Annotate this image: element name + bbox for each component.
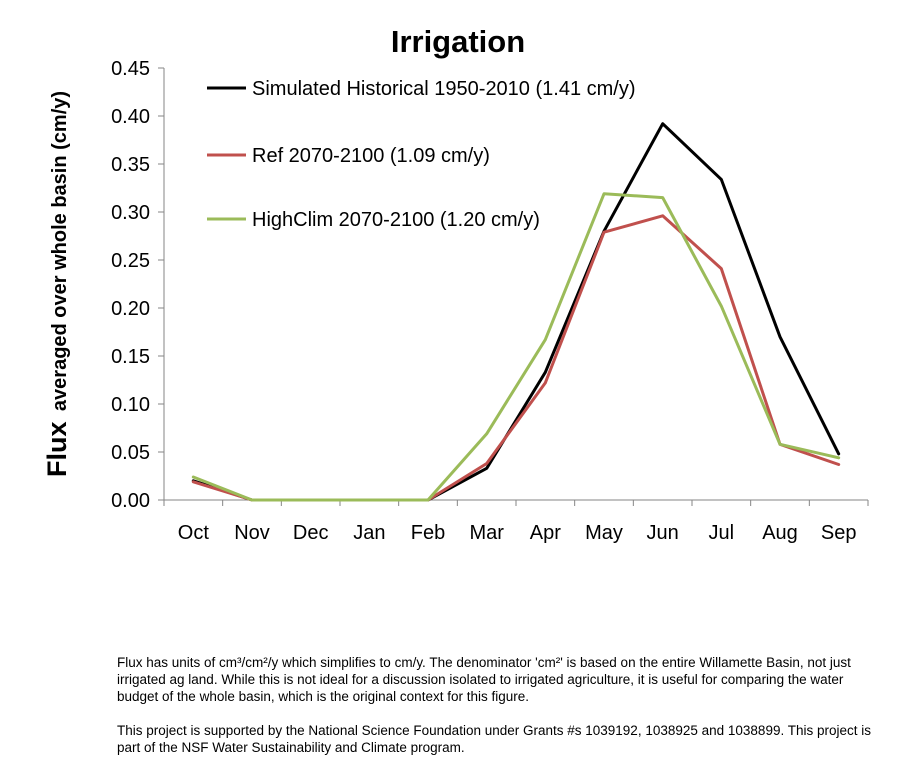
irrigation-line-chart: Irrigation Flux averaged over whole basi…	[42, 24, 869, 544]
svg-text:Flux averaged over whole: Flux averaged over whole basin (cm/y)	[42, 91, 72, 477]
y-tick-label: 0.20	[111, 298, 150, 320]
legend: Simulated Historical 1950-2010 (1.41 cm/…	[207, 78, 636, 231]
x-tick-label: Oct	[178, 522, 210, 544]
series-line-1	[191, 122, 841, 502]
legend-label-1: Simulated Historical 1950-2010 (1.41 cm/…	[252, 78, 636, 100]
series-lines	[191, 122, 841, 502]
x-tick-label: Feb	[411, 522, 445, 544]
funding-note: This project is supported by the Nationa…	[117, 723, 871, 755]
series-line-3	[191, 192, 841, 502]
x-tick-label: May	[585, 522, 623, 544]
x-tick-label: Jun	[647, 522, 679, 544]
y-tick-label: 0.40	[111, 106, 150, 128]
x-tick-label: Dec	[293, 522, 329, 544]
y-tick-label: 0.10	[111, 394, 150, 416]
x-tick-label: Sep	[821, 522, 857, 544]
x-tick-label: Jul	[709, 522, 735, 544]
x-tick-label: Nov	[234, 522, 270, 544]
y-tick-label: 0.35	[111, 154, 150, 176]
y-tick-label: 0.25	[111, 250, 150, 272]
units-note: Flux has units of cm³/cm²/y which simpli…	[117, 655, 851, 704]
y-tick-label: 0.00	[111, 490, 150, 512]
axes: 0.00 0.05 0.10 0.15 0.20 0.25 0.30 0.35 0.40 0.45…	[111, 58, 869, 544]
y-tick-label: 0.45	[111, 58, 150, 80]
legend-label-3: HighClim 2070-2100 (1.20 cm/y)	[252, 209, 540, 231]
x-tick-label: Mar	[469, 522, 504, 544]
x-tick-label: Jan	[353, 522, 385, 544]
x-tick-label: Apr	[530, 522, 561, 544]
y-axis-title: Flux averaged over whole basin (cm/y)	[42, 91, 72, 477]
y-tick-label: 0.05	[111, 442, 150, 464]
chart-title: Irrigation	[391, 24, 525, 59]
x-tick-label: Aug	[762, 522, 798, 544]
y-tick-label: 0.15	[111, 346, 150, 368]
y-tick-label: 0.30	[111, 202, 150, 224]
y-axis-title-main: Flux	[42, 422, 72, 478]
y-axis-title-sub: averaged over whole basin (cm/y)	[49, 91, 71, 411]
legend-label-2: Ref 2070-2100 (1.09 cm/y)	[252, 145, 490, 167]
